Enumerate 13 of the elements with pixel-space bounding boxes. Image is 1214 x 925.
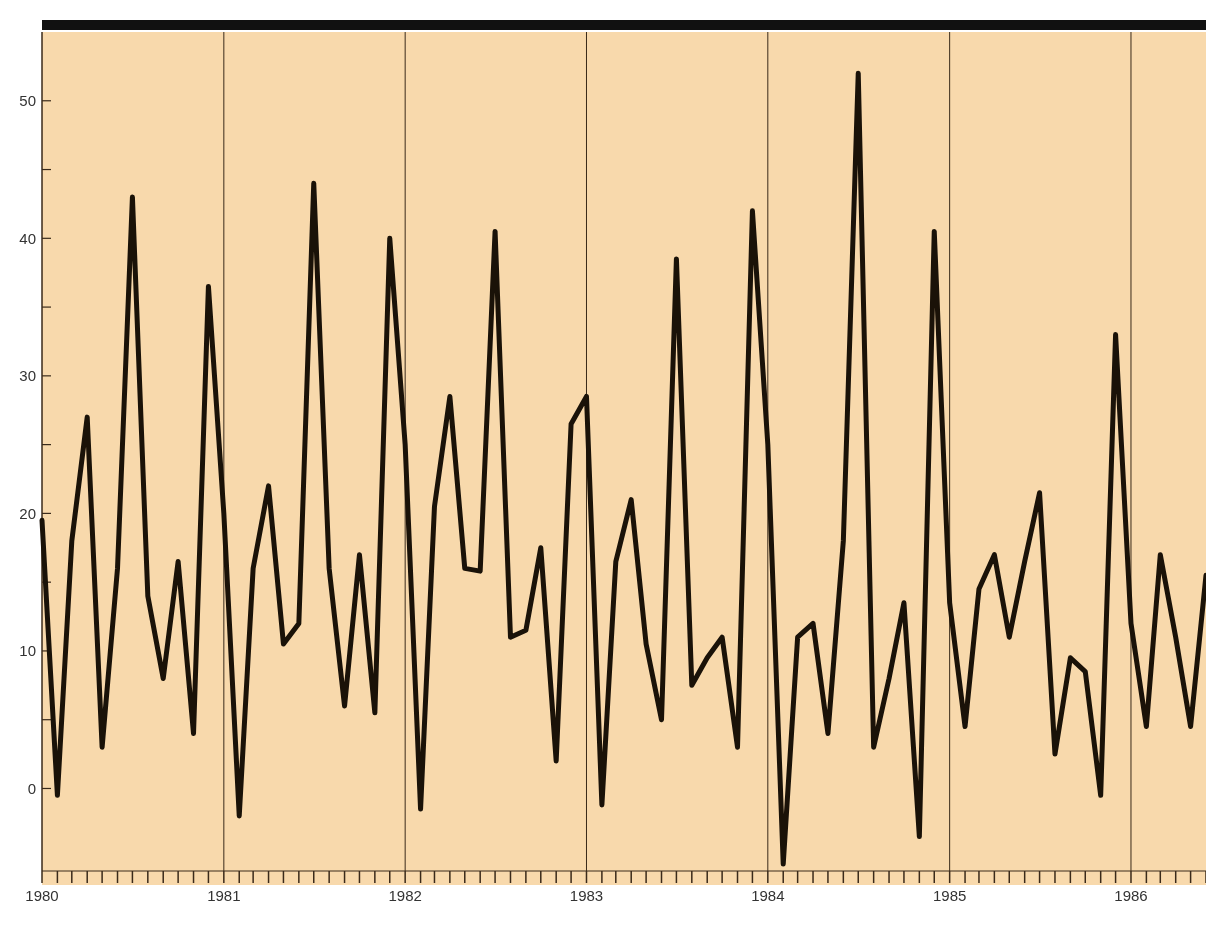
x-tick-label: 1986: [1114, 887, 1148, 904]
y-tick-label: 50: [19, 92, 36, 110]
x-tick-label: 1983: [569, 887, 604, 904]
x-tick-label: 1982: [388, 887, 422, 904]
y-tick-label: 10: [19, 642, 36, 660]
x-tick-label: 1980: [25, 887, 59, 904]
y-tick-label: 0: [27, 779, 36, 797]
x-tick-label: 1985: [932, 887, 967, 904]
y-tick-label: 40: [19, 229, 36, 247]
y-tick-label: 30: [19, 367, 36, 385]
y-tick-label: 20: [19, 504, 36, 522]
x-tick-label: 1984: [751, 887, 785, 904]
x-tick-label: 1981: [207, 887, 241, 904]
